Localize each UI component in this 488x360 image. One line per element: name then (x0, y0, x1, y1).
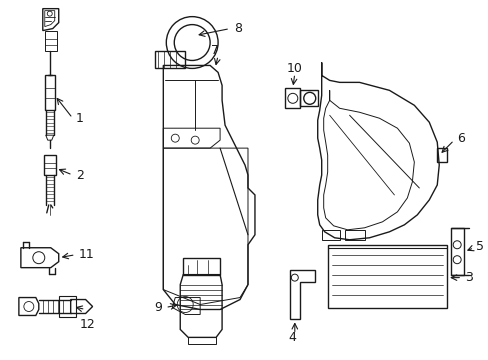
Text: 4: 4 (287, 331, 295, 344)
Text: 12: 12 (80, 318, 95, 331)
Text: 8: 8 (234, 22, 242, 35)
Text: 1: 1 (76, 112, 83, 125)
Text: 5: 5 (475, 240, 483, 253)
Text: 3: 3 (464, 271, 472, 284)
Text: 9: 9 (154, 301, 162, 314)
Text: 7: 7 (211, 44, 219, 57)
Text: 6: 6 (456, 132, 464, 145)
Text: 10: 10 (286, 62, 302, 75)
Text: 2: 2 (76, 168, 83, 181)
Text: 11: 11 (79, 248, 94, 261)
